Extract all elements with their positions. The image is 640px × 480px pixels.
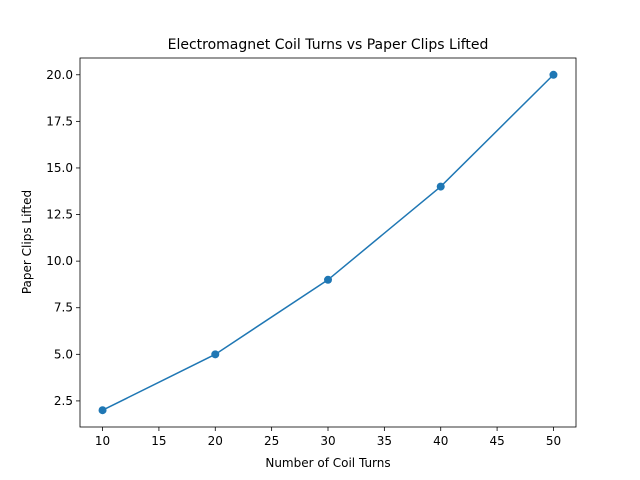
y-tick-label: 10.0	[46, 254, 73, 268]
y-axis-label: Paper Clips Lifted	[20, 190, 34, 294]
x-tick-label: 20	[208, 434, 223, 448]
data-point	[98, 406, 107, 415]
y-tick-label: 12.5	[46, 208, 73, 222]
y-tick-label: 2.5	[54, 394, 73, 408]
x-tick-label: 45	[489, 434, 504, 448]
x-tick-label: 25	[264, 434, 279, 448]
y-tick-label: 17.5	[46, 114, 73, 128]
plot-frame	[79, 57, 577, 428]
y-tick-label: 7.5	[54, 301, 73, 315]
data-point	[324, 275, 332, 284]
x-tick-label: 10	[95, 434, 110, 448]
x-tick-label: 30	[320, 434, 335, 448]
y-tick-label: 5.0	[54, 347, 73, 361]
data-line	[102, 74, 554, 411]
x-tick-label: 40	[433, 434, 448, 448]
y-tick-label: 20.0	[46, 68, 73, 82]
x-tick-label: 15	[151, 434, 166, 448]
data-point	[436, 182, 445, 191]
y-tick-label: 15.0	[46, 161, 73, 175]
chart-title: Electromagnet Coil Turns vs Paper Clips …	[168, 37, 489, 53]
data-point	[211, 350, 220, 359]
x-axis-label: Number of Coil Turns	[265, 456, 390, 470]
x-tick-label: 35	[377, 434, 392, 448]
data-point	[549, 70, 558, 79]
x-tick-label: 50	[546, 434, 561, 448]
